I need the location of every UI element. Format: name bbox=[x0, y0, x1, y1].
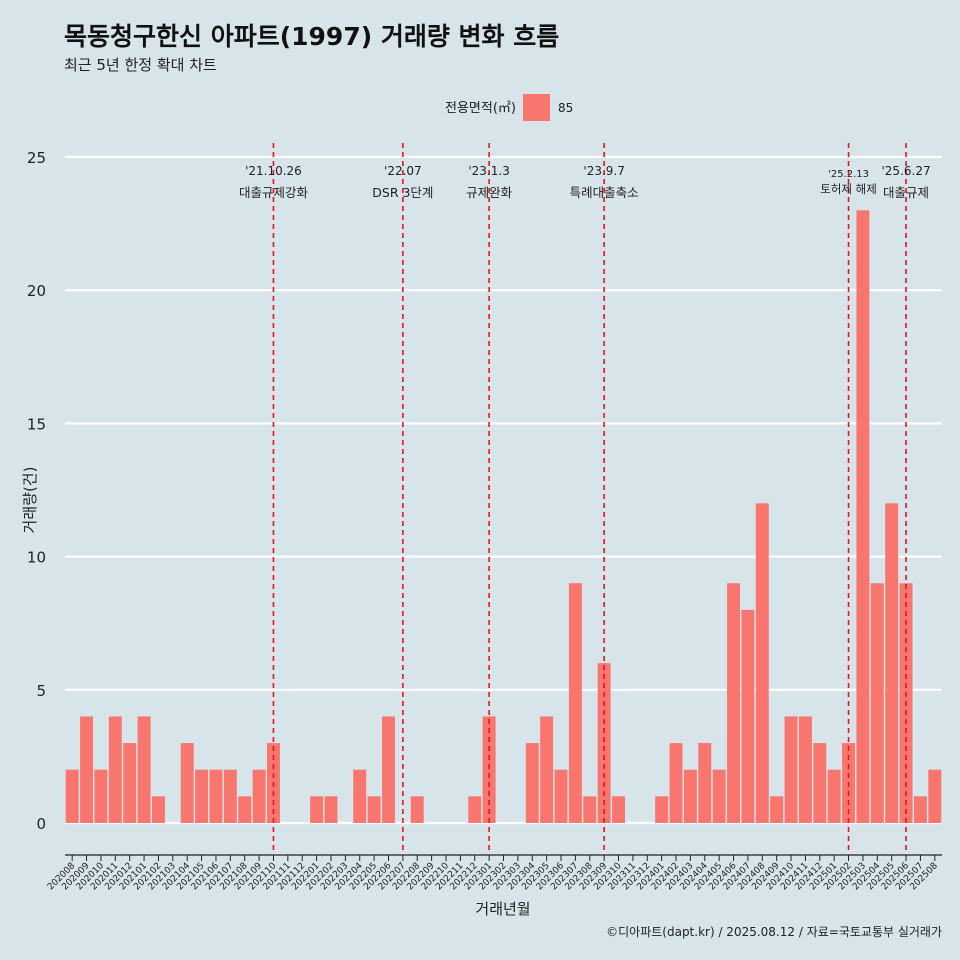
y-tick-label: 15 bbox=[27, 415, 46, 433]
bar bbox=[856, 210, 870, 823]
bar bbox=[554, 769, 568, 823]
bar bbox=[525, 743, 539, 823]
chart-title: 목동청구한신 아파트(1997) 거래량 변화 흐름 bbox=[64, 22, 559, 51]
bar bbox=[367, 796, 381, 823]
bar bbox=[382, 716, 395, 823]
y-tick-label: 20 bbox=[27, 282, 46, 300]
annotation-date: '23.1.3 bbox=[468, 164, 509, 178]
bar bbox=[655, 796, 669, 823]
bar bbox=[597, 663, 611, 823]
y-tick-label: 10 bbox=[27, 549, 46, 567]
bar bbox=[770, 796, 784, 823]
annotation-date: '25.2.13 bbox=[828, 169, 869, 180]
bar bbox=[252, 769, 266, 823]
annotation-date: '25.6.27 bbox=[882, 164, 931, 178]
bar bbox=[80, 716, 94, 823]
bar bbox=[123, 743, 137, 823]
bar bbox=[885, 503, 899, 823]
annotation-label: DSR 3단계 bbox=[372, 185, 433, 200]
legend-label: 85 bbox=[558, 101, 573, 115]
legend-title: 전용면적(㎡) bbox=[445, 101, 516, 116]
y-axis: 0 5 10 15 20 25 bbox=[27, 149, 46, 833]
annotation-date: '22.07 bbox=[384, 164, 422, 178]
bars bbox=[65, 210, 942, 823]
bar bbox=[238, 796, 252, 823]
legend: 전용면적(㎡) 85 bbox=[445, 94, 573, 121]
x-axis-title: 거래년월 bbox=[475, 900, 530, 918]
bar bbox=[913, 796, 927, 823]
bar bbox=[94, 769, 108, 823]
annotation-label: 대출규제 bbox=[883, 185, 929, 200]
chart-caption: ©디아파트(dapt.kr) / 2025.08.12 / 자료=국토교통부 실… bbox=[606, 925, 942, 939]
bar bbox=[712, 769, 726, 823]
bar bbox=[798, 716, 812, 823]
bar bbox=[540, 716, 554, 823]
y-tick-label: 0 bbox=[36, 815, 46, 833]
bar bbox=[683, 769, 697, 823]
annotation-date: '23.9.7 bbox=[583, 164, 624, 178]
bar bbox=[209, 769, 223, 823]
y-tick-label: 5 bbox=[36, 682, 46, 700]
bar bbox=[568, 583, 582, 823]
bar bbox=[870, 583, 884, 823]
annotation-date: '21.10.26 bbox=[245, 164, 302, 178]
bar bbox=[698, 743, 712, 823]
bar bbox=[755, 503, 769, 823]
bar bbox=[583, 796, 597, 823]
bar bbox=[151, 796, 165, 823]
bar bbox=[353, 769, 367, 823]
bar bbox=[310, 796, 324, 823]
bar bbox=[410, 796, 424, 823]
bar bbox=[482, 716, 496, 823]
y-tick-label: 25 bbox=[27, 149, 46, 167]
bar bbox=[108, 716, 122, 823]
bar bbox=[741, 609, 755, 823]
y-axis-title: 거래량(건) bbox=[21, 467, 39, 534]
bar bbox=[669, 743, 683, 823]
bar bbox=[180, 743, 194, 823]
bar bbox=[324, 796, 338, 823]
bar bbox=[928, 769, 942, 823]
bar bbox=[784, 716, 798, 823]
annotation-label: 토허제 해제 bbox=[820, 182, 877, 196]
bar bbox=[612, 796, 625, 823]
annotation-label: 규제완화 bbox=[466, 185, 513, 200]
bar bbox=[813, 743, 827, 823]
bar bbox=[137, 716, 151, 823]
bar bbox=[223, 769, 237, 823]
bar bbox=[65, 769, 79, 823]
annotation-label: 대출규제강화 bbox=[239, 185, 309, 200]
bar bbox=[195, 769, 209, 823]
legend-swatch bbox=[523, 94, 550, 121]
chart-subtitle: 최근 5년 한정 확대 차트 bbox=[64, 56, 217, 74]
bar bbox=[827, 769, 841, 823]
bar bbox=[468, 796, 482, 823]
bar bbox=[727, 583, 741, 823]
x-axis: 2020082020092020102020112020122021012021… bbox=[46, 854, 942, 892]
annotation-lines: '21.10.26 대출규제강화 '22.07 DSR 3단계 '23.1.3 규제완화 '… bbox=[239, 143, 931, 850]
annotation-label: 특례대출축소 bbox=[570, 185, 639, 200]
